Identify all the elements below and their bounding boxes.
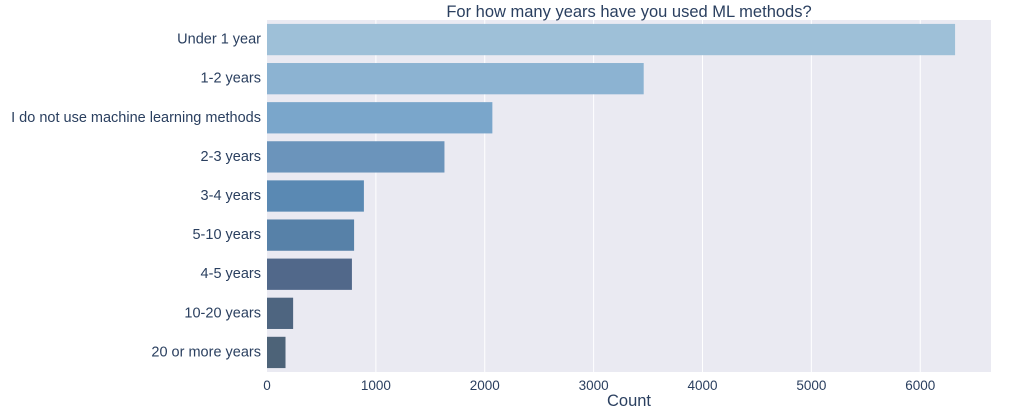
x-tick-label: 3000 bbox=[579, 378, 609, 393]
category-label: 2-3 years bbox=[201, 149, 261, 165]
bar bbox=[267, 63, 644, 95]
x-tick-label: 1000 bbox=[361, 378, 391, 393]
category-label: I do not use machine learning methods bbox=[11, 110, 261, 126]
category-label: 1-2 years bbox=[201, 71, 261, 87]
category-label: Under 1 year bbox=[177, 32, 261, 48]
bar bbox=[267, 141, 445, 173]
x-tick-label: 5000 bbox=[796, 378, 826, 393]
x-tick-label: 2000 bbox=[470, 378, 500, 393]
bar bbox=[267, 180, 364, 212]
x-tick-label: 6000 bbox=[905, 378, 935, 393]
x-tick-label: 4000 bbox=[687, 378, 717, 393]
category-label: 4-5 years bbox=[201, 266, 261, 282]
x-axis-label: Count bbox=[607, 392, 651, 410]
category-label: 3-4 years bbox=[201, 188, 261, 204]
bar bbox=[267, 23, 956, 56]
category-label: 20 or more years bbox=[151, 344, 261, 360]
category-label: 5-10 years bbox=[192, 227, 261, 243]
x-tick-labels: 0 1000 2000 3000 4000 5000 6000 bbox=[263, 378, 935, 393]
bar bbox=[267, 297, 294, 329]
bar bbox=[267, 102, 493, 134]
category-labels: Under 1 year 1-2 years I do not use machin… bbox=[11, 32, 261, 361]
bar bbox=[267, 219, 355, 251]
bar bbox=[267, 336, 286, 369]
chart-title: For how many years have you used ML meth… bbox=[446, 3, 811, 21]
bars bbox=[267, 23, 956, 369]
bar bbox=[267, 258, 352, 290]
category-label: 10-20 years bbox=[184, 305, 261, 321]
x-tick-label: 0 bbox=[263, 378, 271, 393]
